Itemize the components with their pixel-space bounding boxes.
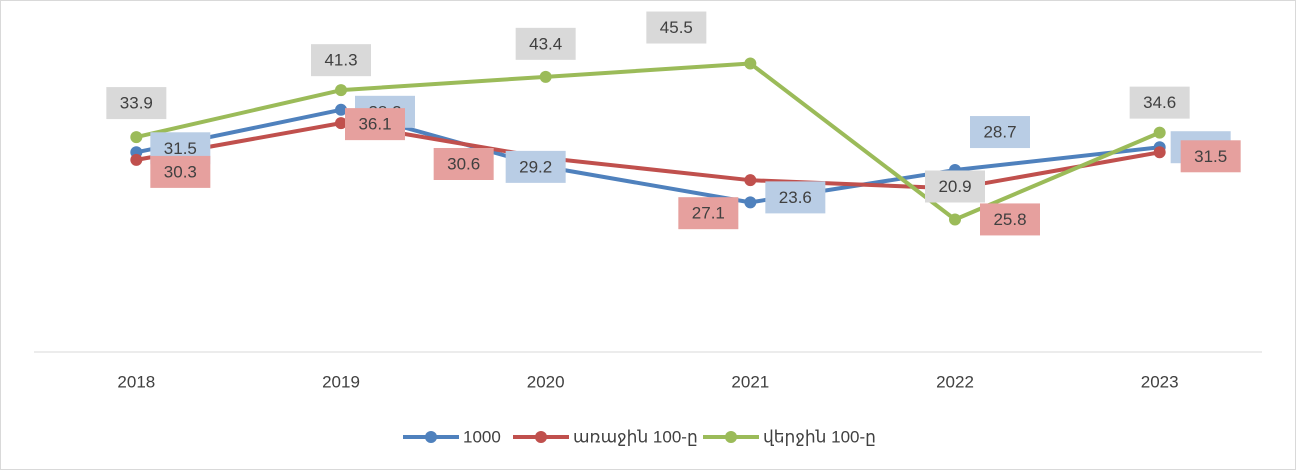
- data-label: 29.2: [519, 157, 552, 176]
- point: [949, 213, 961, 226]
- data-label: 23.6: [779, 188, 812, 207]
- legend-swatch-point: [725, 431, 737, 443]
- data-label-box: [1129, 86, 1190, 119]
- legend-label: 1000: [463, 427, 501, 446]
- data-label-box: [505, 150, 566, 183]
- data-label: 33.9: [120, 94, 153, 113]
- data-label-box: [311, 44, 371, 77]
- data-label: 20.9: [938, 177, 971, 196]
- data-label: 34.6: [1143, 93, 1176, 112]
- legend-label: վերջին 100-ը: [763, 427, 876, 446]
- data-label-box: [980, 203, 1040, 236]
- data-label: 27.1: [692, 204, 725, 223]
- data-label-box: [765, 181, 826, 214]
- data-label-box: [433, 147, 494, 180]
- point: [130, 131, 143, 144]
- data-label-box: [106, 87, 167, 120]
- point: [335, 103, 347, 116]
- x-tick-label: 2019: [322, 372, 360, 391]
- data-label-box: [678, 197, 739, 230]
- legend-label: առաջին 100-ը: [573, 427, 698, 446]
- data-label-box: [1180, 140, 1241, 173]
- data-label: 30.6: [447, 154, 480, 173]
- data-label: 28.7: [983, 123, 1016, 142]
- data-label-box: [646, 11, 707, 44]
- data-label: 31.5: [164, 139, 197, 158]
- data-label-box: [925, 170, 985, 203]
- point: [744, 196, 757, 209]
- series-line: [135, 107, 1160, 205]
- data-label: 25.8: [993, 210, 1026, 229]
- point: [1153, 146, 1166, 159]
- data-label-box: [150, 155, 211, 188]
- x-tick-label: 2022: [936, 372, 974, 391]
- x-tick-label: 2020: [527, 372, 565, 391]
- data-label-box: [345, 108, 405, 141]
- x-tick-label: 2021: [731, 372, 769, 391]
- data-label: 45.5: [660, 18, 693, 37]
- data-label-box: [515, 27, 576, 60]
- data-label: 43.4: [529, 34, 562, 53]
- data-label: 31.5: [1194, 147, 1227, 166]
- legend-swatch-point: [425, 431, 437, 443]
- data-label-box: [970, 116, 1030, 149]
- data-label: 41.3: [324, 51, 357, 70]
- x-tick-label: 2023: [1141, 372, 1179, 391]
- legend-swatch-point: [535, 431, 547, 443]
- point: [744, 174, 757, 187]
- point: [335, 84, 347, 97]
- point: [335, 117, 347, 130]
- point: [744, 57, 757, 70]
- point: [1153, 126, 1166, 139]
- series-line: [135, 121, 1161, 191]
- data-label: 36.1: [358, 115, 391, 134]
- x-tick-label: 2018: [117, 372, 155, 391]
- data-label: 30.3: [164, 162, 197, 181]
- point: [539, 70, 552, 83]
- point: [130, 153, 143, 166]
